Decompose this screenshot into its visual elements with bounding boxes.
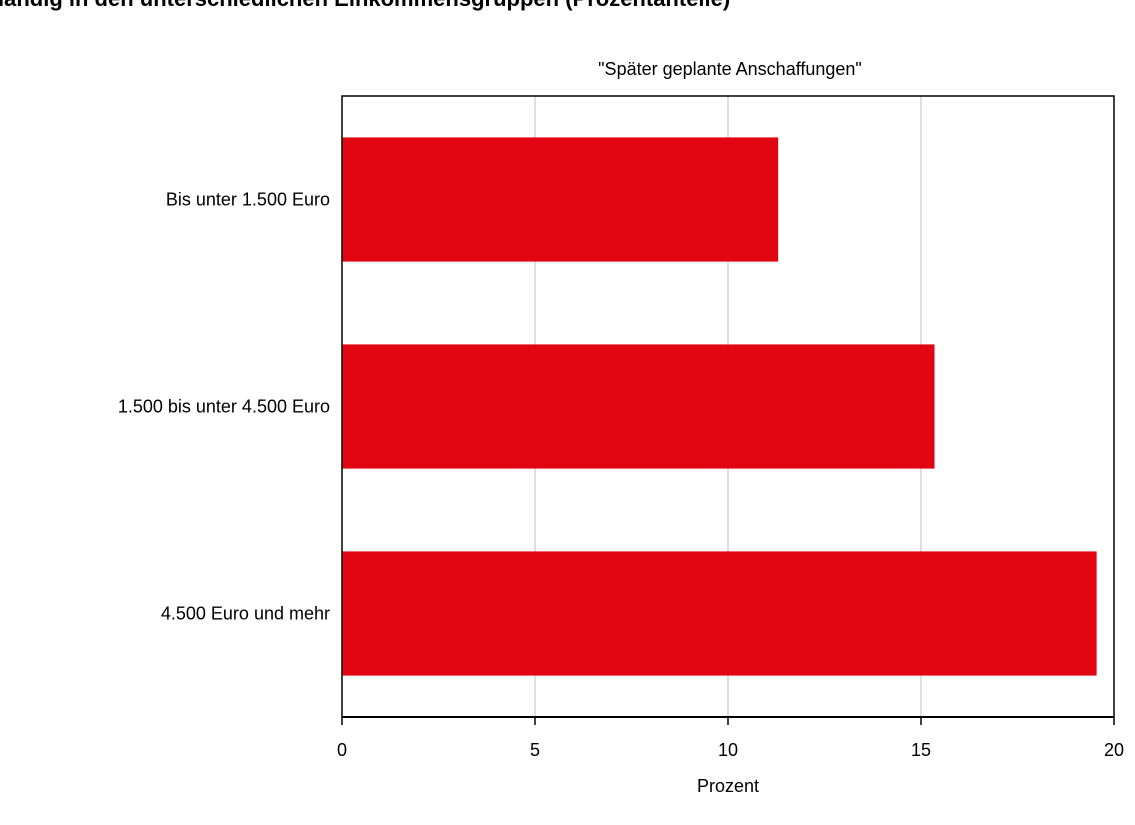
category-label: 4.500 Euro und mehr <box>161 604 330 624</box>
y-axis-labels: Bis unter 1.500 Euro 1.500 bis unter 4.50… <box>118 190 330 624</box>
x-axis-ticks: 0 5 10 15 20 <box>337 717 1124 760</box>
x-tick-label: 10 <box>718 740 738 760</box>
x-tick-label: 0 <box>337 740 347 760</box>
clipped-page-title: ländig in den unterschiedlichen Einkomme… <box>0 0 730 11</box>
bar <box>342 344 935 469</box>
x-tick-label: 5 <box>530 740 540 760</box>
x-axis-label: Prozent <box>697 776 759 796</box>
category-label: Bis unter 1.500 Euro <box>166 190 330 210</box>
x-tick-label: 20 <box>1104 740 1124 760</box>
category-label: 1.500 bis unter 4.500 Euro <box>118 397 330 417</box>
bar <box>342 551 1097 676</box>
chart-title: "Später geplante Anschaffungen" <box>598 59 862 79</box>
bars <box>342 137 1097 676</box>
bar <box>342 137 779 262</box>
x-tick-label: 15 <box>911 740 931 760</box>
